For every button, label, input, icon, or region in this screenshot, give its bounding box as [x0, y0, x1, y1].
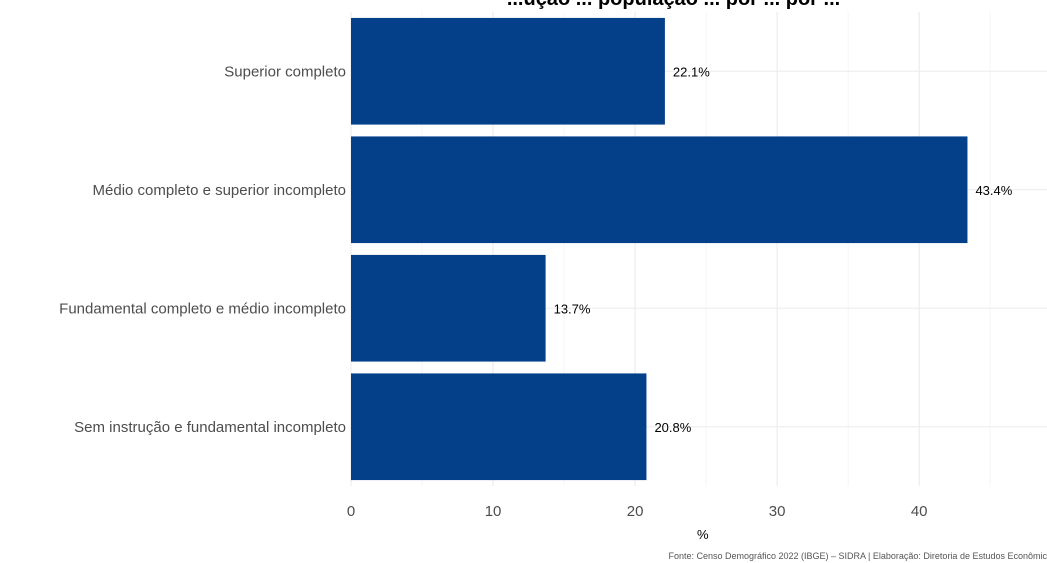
x-tick-label: 40 — [911, 503, 928, 520]
x-tick-labels: 0 10 20 30 40 — [347, 503, 928, 520]
bar-3 — [351, 373, 647, 481]
x-tick-label: 0 — [347, 503, 355, 520]
category-label: Médio completo e superior incompleto — [93, 182, 346, 199]
x-tick-label: 30 — [769, 503, 786, 520]
x-tick-label: 10 — [485, 503, 502, 520]
value-labels: 22.1% 43.4% 13.7% 20.8% — [554, 64, 1013, 435]
category-labels: Superior completo Médio completo e superi… — [59, 63, 346, 436]
value-label: 22.1% — [673, 64, 710, 79]
bars — [351, 17, 968, 481]
x-axis-label: % — [697, 527, 709, 542]
value-label: 20.8% — [654, 420, 691, 435]
x-tick-label: 20 — [627, 503, 644, 520]
bar-0 — [351, 17, 665, 125]
category-label: Sem instrução e fundamental incompleto — [74, 419, 346, 436]
bar-1 — [351, 136, 968, 244]
value-label: 13.7% — [554, 301, 591, 316]
value-label: 43.4% — [975, 183, 1012, 198]
chart-title: ...ução ... população ... por ... por ..… — [507, 0, 840, 11]
source-caption: Fonte: Censo Demográfico 2022 (IBGE) – S… — [668, 551, 1047, 561]
chart-title-wrap: ...ução ... população ... por ... por ..… — [0, 0, 1047, 12]
bar-2 — [351, 254, 546, 362]
category-label: Fundamental completo e médio incompleto — [59, 300, 346, 317]
category-label: Superior completo — [224, 63, 346, 80]
